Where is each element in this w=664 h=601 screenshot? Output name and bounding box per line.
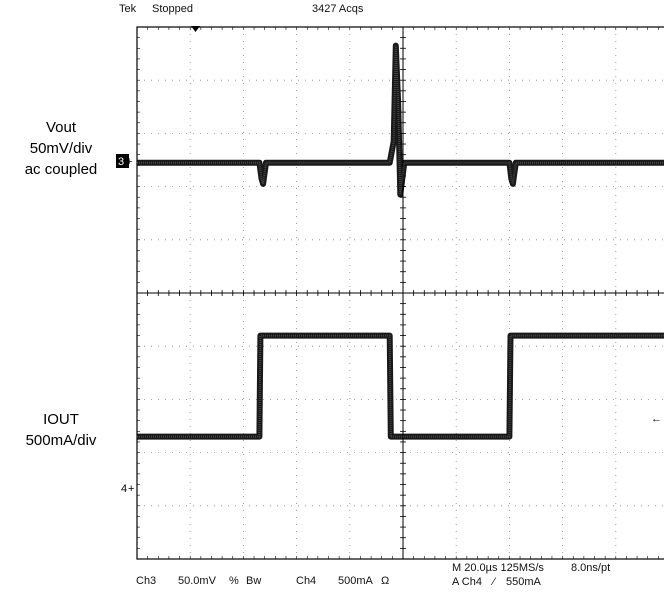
- waveform-vout: [137, 42, 664, 198]
- waveform-noise-iout: [137, 334, 664, 438]
- ch3-coupling-symbol: %: [229, 575, 239, 587]
- acquisition-state: Stopped: [152, 3, 193, 15]
- ch4-name: Ch4: [296, 575, 316, 587]
- brand-label: Tek: [119, 3, 137, 15]
- vout-coupling-label: ac coupled: [25, 161, 98, 178]
- iout-label: IOUT: [43, 411, 79, 428]
- resolution-readout: 8.0ns/pt: [571, 562, 610, 574]
- ch4-marker-label: 4: [121, 483, 127, 495]
- trigger-level: 550mA: [506, 576, 542, 588]
- vout-scale-label: 50mV/div: [30, 140, 93, 157]
- vout-label: Vout: [46, 119, 77, 136]
- waveform-iout: [137, 332, 664, 440]
- trigger-source: A Ch4: [452, 576, 482, 588]
- ch4-marker-arrow: +: [128, 483, 134, 495]
- ch4-termination: Ω: [381, 575, 389, 587]
- ch3-marker-label: 3: [118, 156, 124, 168]
- ch4-ground-marker: 4 +: [121, 483, 134, 495]
- trigger-level-marker: ←: [651, 413, 662, 425]
- ch3-name: Ch3: [136, 575, 156, 587]
- waveforms: [137, 42, 664, 440]
- ch3-ground-marker: 3 +: [116, 154, 132, 168]
- timebase-readout: M 20.0µs 125MS/s: [452, 562, 544, 574]
- ch4-scale: 500mA: [338, 575, 374, 587]
- ch3-bandwidth-limit: Bw: [246, 575, 261, 587]
- ch3-scale: 50.0mV: [178, 575, 217, 587]
- trigger-slope-icon: ⁄: [490, 576, 497, 588]
- acquisition-count: 3427 Acqs: [312, 3, 364, 15]
- ch3-marker-arrow: +: [126, 156, 132, 168]
- iout-scale-label: 500mA/div: [26, 432, 97, 449]
